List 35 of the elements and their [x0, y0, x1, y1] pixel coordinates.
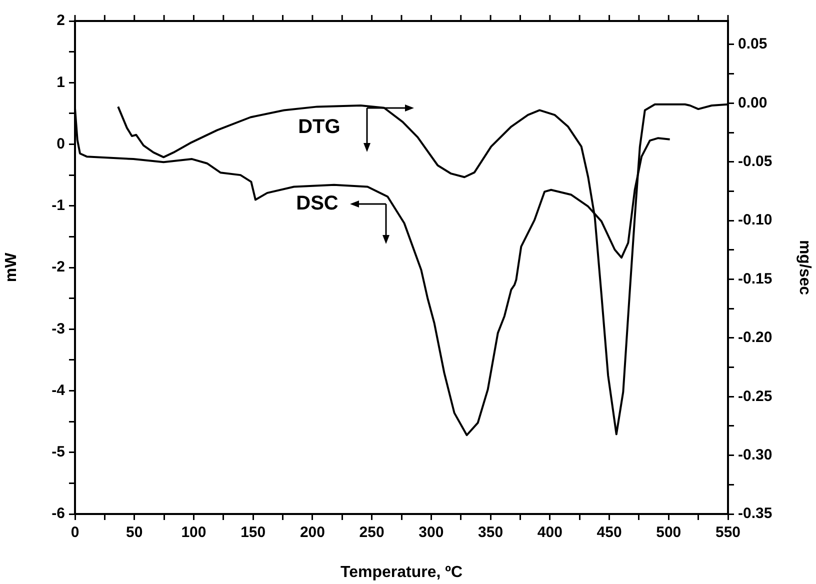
y2-tick-label: -0.35	[738, 505, 772, 522]
y-tick-label: -1	[52, 197, 65, 214]
y-tick-label: 0	[56, 135, 65, 152]
y-tick-label: -3	[52, 320, 65, 338]
x-tick-label: 500	[656, 524, 682, 542]
x-tick-label: 350	[478, 524, 504, 542]
y-tick-label: -6	[52, 505, 65, 522]
y2-tick-label: -0.30	[738, 446, 772, 464]
y2-tick-label: 0.00	[738, 94, 768, 112]
y-tick-label: 2	[56, 12, 65, 30]
x-tick-label: 300	[418, 524, 444, 542]
y2-tick-label: -0.25	[738, 388, 772, 405]
y2-tick-label: -0.05	[738, 153, 772, 170]
annotation: DSC	[296, 192, 338, 214]
x-tick-label: 150	[240, 524, 266, 542]
x-tick-label: 0	[70, 524, 80, 542]
x-tick-label: 50	[126, 524, 143, 542]
y-tick-label: -2	[52, 258, 65, 276]
y-tick-label: -5	[52, 444, 65, 461]
y2-tick-label: -0.20	[738, 329, 772, 346]
x-axis-title: Temperature, ºC	[340, 564, 463, 581]
y2-tick-label: -0.10	[738, 212, 772, 229]
y-tick-label: -4	[52, 382, 66, 399]
y2-tick-label: 0.05	[738, 36, 768, 53]
y2-tick-label: -0.15	[738, 270, 772, 288]
y-tick-label: 1	[56, 74, 65, 91]
x-tick-label: 100	[181, 524, 206, 542]
x-tick-label: 550	[715, 524, 741, 542]
x-tick-label: 250	[359, 524, 384, 542]
annotation: DTG	[298, 116, 340, 138]
x-tick-label: 450	[596, 524, 622, 542]
x-tick-label: 400	[537, 524, 562, 542]
x-tick-label: 200	[300, 524, 325, 542]
y2-axis-title: mg/sec	[796, 240, 813, 296]
y-axis-title: mW	[3, 252, 20, 282]
